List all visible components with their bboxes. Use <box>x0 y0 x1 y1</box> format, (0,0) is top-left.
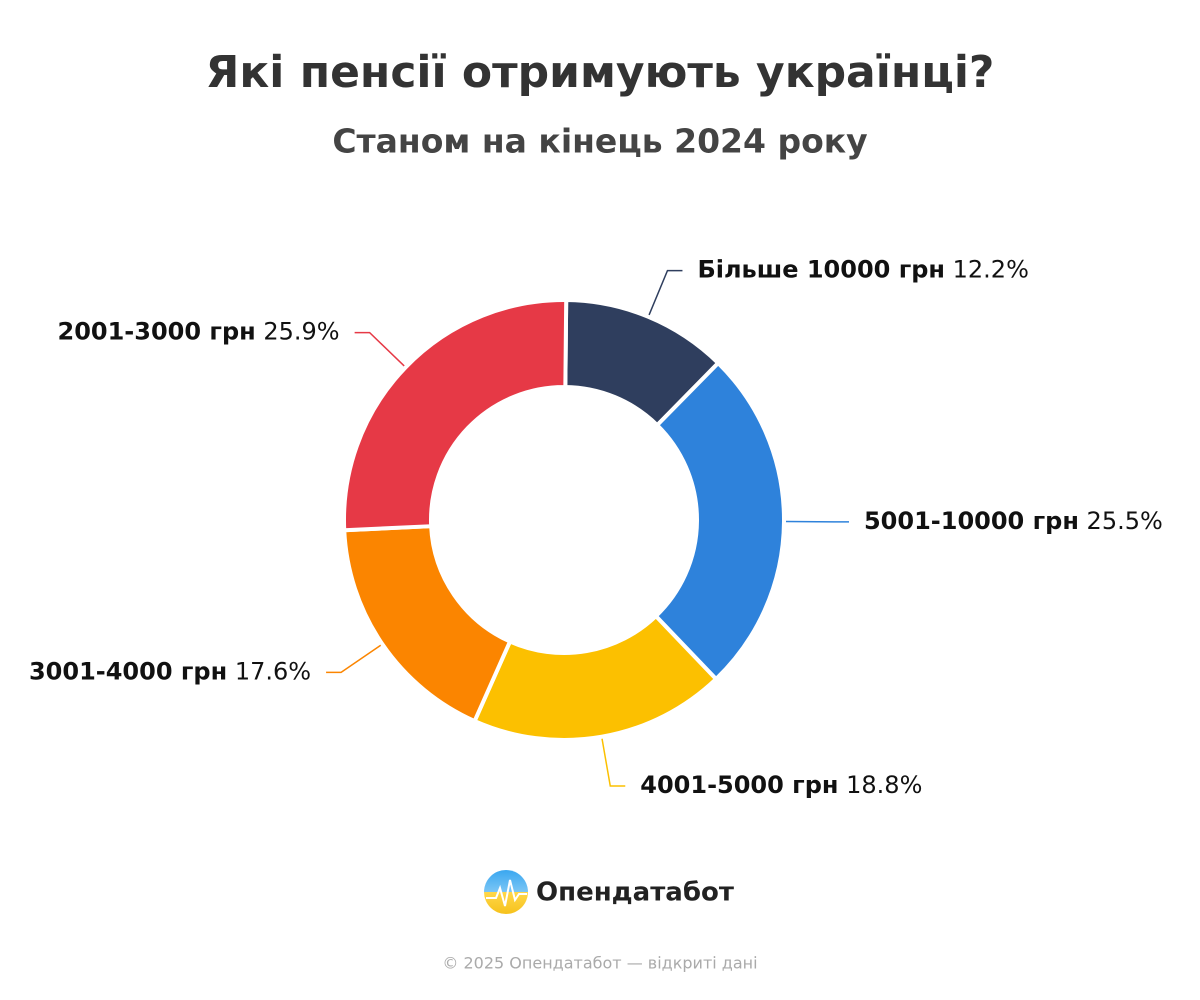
value-label: 18.8% <box>846 771 922 799</box>
data-label: 2001-3000 грн 25.9% <box>58 318 340 346</box>
chart-title: Які пенсії отримують українці? <box>206 47 995 98</box>
donut-segment <box>653 361 786 682</box>
value-label: 25.9% <box>263 318 339 346</box>
donut-segment <box>342 524 512 724</box>
brand-name: Опендатабот <box>536 878 734 908</box>
category-label: 4001-5000 грн <box>640 771 838 799</box>
leader-line <box>601 738 626 787</box>
copyright: © 2025 Опендатабот — відкриті дані <box>442 954 757 973</box>
logo-pulse <box>486 879 527 907</box>
data-label: 5001-10000 грн 25.5% <box>864 507 1163 535</box>
chart-subtitle: Станом на кінець 2024 року <box>332 122 867 161</box>
value-label: 25.5% <box>1087 507 1163 535</box>
data-label: Більше 10000 грн 12.2% <box>697 256 1028 284</box>
value-label: 12.2% <box>953 256 1029 284</box>
category-label: 3001-4000 грн <box>29 657 227 685</box>
category-label: Більше 10000 грн <box>697 256 945 284</box>
data-label: 3001-4000 грн 17.6% <box>29 657 311 685</box>
donut-segment <box>342 298 569 533</box>
data-label: 4001-5000 грн 18.8% <box>640 771 922 799</box>
logo-icon <box>484 870 528 914</box>
category-label: 2001-3000 грн <box>58 318 256 346</box>
leader-line <box>648 269 683 316</box>
leader-line <box>326 644 382 674</box>
leader-line <box>354 331 405 367</box>
category-label: 5001-10000 грн <box>864 507 1079 535</box>
donut: Більше 10000 грн 12.2% 5001-10000 грн 25.… <box>29 256 1163 799</box>
donut-segment <box>472 614 719 742</box>
brand-logo: Опендатабот <box>484 870 734 914</box>
value-label: 17.6% <box>235 657 311 685</box>
